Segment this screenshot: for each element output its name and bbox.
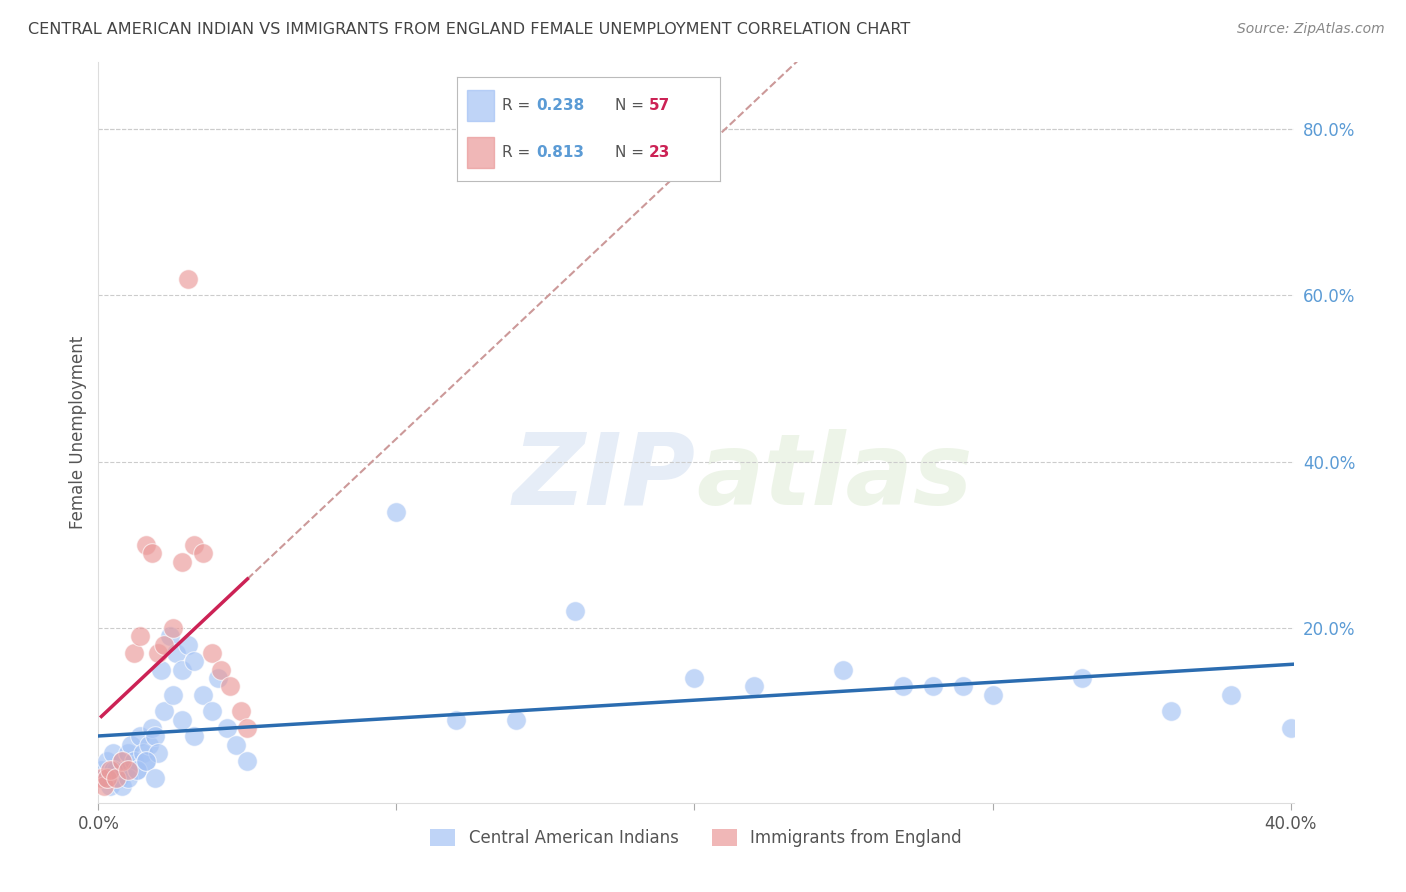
Point <box>146 646 169 660</box>
Point <box>132 746 155 760</box>
Point <box>108 771 131 785</box>
Text: Source: ZipAtlas.com: Source: ZipAtlas.com <box>1237 22 1385 37</box>
Point <box>93 771 115 785</box>
Point <box>170 663 193 677</box>
Point <box>141 546 163 560</box>
Point <box>183 729 205 743</box>
Point <box>215 721 238 735</box>
Point <box>129 729 152 743</box>
Point <box>127 763 149 777</box>
Point <box>135 754 157 768</box>
Point <box>146 746 169 760</box>
Point <box>135 754 157 768</box>
Legend: Central American Indians, Immigrants from England: Central American Indians, Immigrants fro… <box>423 822 969 854</box>
Point <box>96 754 118 768</box>
Point <box>170 713 193 727</box>
Point <box>117 763 139 777</box>
Point <box>225 738 247 752</box>
Point <box>138 738 160 752</box>
Point <box>162 688 184 702</box>
Point <box>236 721 259 735</box>
Point <box>209 663 232 677</box>
Point <box>177 638 200 652</box>
Point <box>153 704 176 718</box>
Point <box>1279 721 1302 735</box>
Point <box>564 605 586 619</box>
Text: atlas: atlas <box>696 428 973 525</box>
Point <box>191 688 214 702</box>
Text: CENTRAL AMERICAN INDIAN VS IMMIGRANTS FROM ENGLAND FEMALE UNEMPLOYMENT CORRELATI: CENTRAL AMERICAN INDIAN VS IMMIGRANTS FR… <box>28 22 910 37</box>
Point <box>177 271 200 285</box>
Point <box>165 646 187 660</box>
Point <box>1160 704 1182 718</box>
Point <box>105 763 128 777</box>
Point <box>207 671 229 685</box>
Point <box>505 713 527 727</box>
Point <box>183 654 205 668</box>
Point <box>981 688 1004 702</box>
Point <box>385 505 408 519</box>
Point <box>1219 688 1241 702</box>
Point <box>129 629 152 643</box>
Point <box>952 679 974 693</box>
Point <box>96 771 118 785</box>
Text: ZIP: ZIP <box>513 428 696 525</box>
Point <box>96 771 118 785</box>
Point <box>141 721 163 735</box>
Point <box>111 779 134 793</box>
Point <box>183 538 205 552</box>
Point <box>150 663 173 677</box>
Point <box>111 754 134 768</box>
Point <box>103 763 125 777</box>
Point <box>98 763 121 777</box>
Point <box>117 746 139 760</box>
Point <box>103 746 125 760</box>
Point <box>105 771 128 785</box>
Point <box>127 763 149 777</box>
Point <box>143 771 166 785</box>
Point <box>1071 671 1094 685</box>
Point <box>236 754 259 768</box>
Point <box>191 546 214 560</box>
Y-axis label: Female Unemployment: Female Unemployment <box>69 336 87 529</box>
Point <box>683 671 706 685</box>
Point <box>922 679 945 693</box>
Point <box>891 679 914 693</box>
Point <box>122 646 145 660</box>
Point <box>159 629 181 643</box>
Point <box>143 729 166 743</box>
Point <box>120 738 142 752</box>
Point <box>93 779 115 793</box>
Point <box>135 538 157 552</box>
Point <box>114 763 136 777</box>
Point <box>117 771 139 785</box>
Point <box>231 704 253 718</box>
Point <box>122 754 145 768</box>
Point <box>832 663 855 677</box>
Point <box>153 638 176 652</box>
Point <box>111 754 134 768</box>
Point <box>201 704 224 718</box>
Point <box>90 771 112 785</box>
Point <box>170 555 193 569</box>
Point <box>218 679 240 693</box>
Point <box>98 779 121 793</box>
Point <box>444 713 467 727</box>
Point <box>90 763 112 777</box>
Point <box>742 679 765 693</box>
Point <box>201 646 224 660</box>
Point <box>162 621 184 635</box>
